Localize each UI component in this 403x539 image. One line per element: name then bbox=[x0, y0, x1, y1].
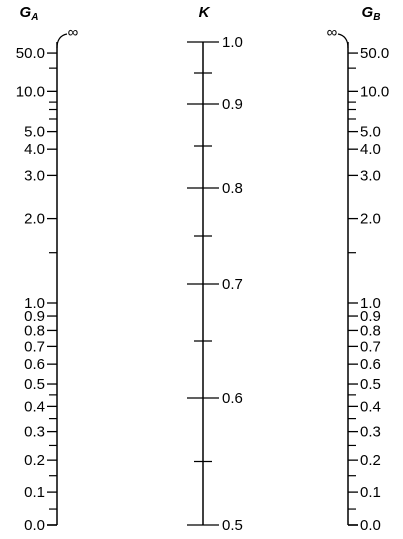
right-tick-label: 2.0 bbox=[360, 211, 381, 228]
left-tick-label: 0.8 bbox=[24, 322, 45, 339]
right-tick-label: 50.0 bbox=[360, 45, 389, 62]
left-infinity-leader bbox=[56, 33, 68, 49]
right-tick-label: 0.6 bbox=[360, 356, 381, 373]
left-tick-label: 0.4 bbox=[24, 398, 45, 415]
right-tick-label: 0.5 bbox=[360, 376, 381, 393]
k-tick-label: 0.8 bbox=[222, 180, 243, 197]
k-tick-label: 0.6 bbox=[222, 390, 243, 407]
left-tick-label: 1.0 bbox=[24, 295, 45, 312]
right-tick-label: 0.1 bbox=[360, 484, 381, 501]
left-tick-label: 0.3 bbox=[24, 424, 45, 441]
right-tick-label: 0.4 bbox=[360, 398, 381, 415]
left-tick-label: 0.0 bbox=[24, 517, 45, 534]
k-tick-label: 0.7 bbox=[222, 276, 243, 293]
right-scale-title: GB bbox=[362, 4, 381, 23]
left-tick-label: 0.5 bbox=[24, 376, 45, 393]
right-tick-label: 0.2 bbox=[360, 452, 381, 469]
right-tick-label: 0.0 bbox=[360, 517, 381, 534]
right-infinity-symbol: ∞ bbox=[327, 24, 338, 41]
right-tick-label: 3.0 bbox=[360, 167, 381, 184]
ga-scale: 50.0 10.0 5.04.0 3.0 2.0 1.00.90.80.70.6 0.5 0.… bbox=[16, 24, 79, 534]
center-scale-title: K bbox=[199, 4, 211, 21]
left-tick-label: 5.0 bbox=[24, 124, 45, 141]
right-tick-label: 1.0 bbox=[360, 295, 381, 312]
left-tick-label: 0.1 bbox=[24, 484, 45, 501]
right-tick-label: 0.7 bbox=[360, 338, 381, 355]
left-tick-label: 0.2 bbox=[24, 452, 45, 469]
left-infinity-symbol: ∞ bbox=[68, 24, 79, 41]
right-tick-label: 0.9 bbox=[360, 308, 381, 325]
left-tick-label: 2.0 bbox=[24, 211, 45, 228]
k-scale: 1.0 0.9 0.8 0.7 0.6 0.5 bbox=[187, 34, 243, 534]
k-tick-label: 0.5 bbox=[222, 517, 243, 534]
left-tick-label: 0.6 bbox=[24, 356, 45, 373]
left-tick-label: 3.0 bbox=[24, 167, 45, 184]
right-tick-label: 4.0 bbox=[360, 141, 381, 158]
left-tick-label: 0.9 bbox=[24, 308, 45, 325]
right-tick-label: 0.3 bbox=[360, 424, 381, 441]
right-tick-label: 10.0 bbox=[360, 83, 389, 100]
right-infinity-leader bbox=[337, 33, 349, 49]
k-tick-label: 1.0 bbox=[222, 34, 243, 51]
left-scale-title: GA bbox=[20, 4, 39, 23]
right-tick-label: 0.8 bbox=[360, 322, 381, 339]
left-tick-label: 50.0 bbox=[16, 45, 45, 62]
k-tick-label: 0.9 bbox=[222, 96, 243, 113]
left-tick-label: 4.0 bbox=[24, 141, 45, 158]
left-tick-label: 0.7 bbox=[24, 338, 45, 355]
gb-scale: 50.0 10.0 5.04.0 3.0 2.0 1.00.90.80.70.6 0.5 0.… bbox=[327, 24, 390, 534]
left-tick-label: 10.0 bbox=[16, 83, 45, 100]
right-tick-label: 5.0 bbox=[360, 124, 381, 141]
